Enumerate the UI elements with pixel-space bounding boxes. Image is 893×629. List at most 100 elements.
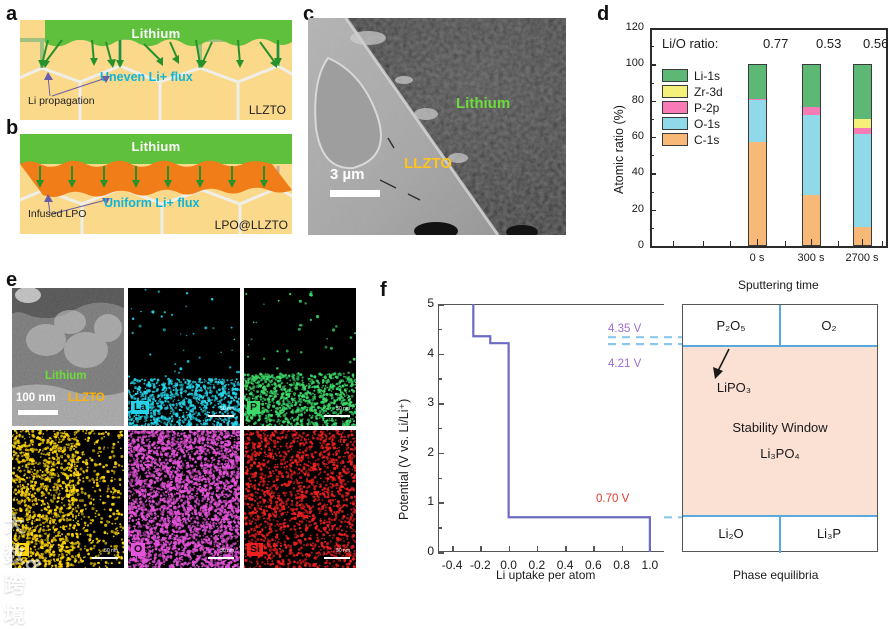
x-tick [862, 239, 863, 246]
phase-label-p2o5: P₂O₅ [716, 318, 745, 333]
panel-e-scalebar-label: 100 nm [16, 392, 56, 404]
panel-a-material-label: LLZTO [249, 103, 286, 117]
y-tick [650, 246, 656, 247]
x-minor-tick [785, 241, 786, 246]
panel-c-sem-image: Lithium LLZTO 3 µm [308, 18, 566, 235]
panel-c-material-label: LLZTO [404, 155, 452, 172]
phase-equilibria-caption: Phase equilibria [733, 568, 818, 582]
bar-segment-o-1s [854, 134, 871, 227]
panel-b-flux-label: Uniform Li+ flux [104, 196, 200, 210]
y-tick-label: 20 [618, 203, 644, 215]
eds-element-tag-si: Si [247, 543, 263, 556]
panel-f-y-tick-label: 3 [408, 395, 434, 409]
phase-cell-li3p: Li₃P [781, 515, 877, 551]
eds-map-si: Si 50 nm [244, 430, 356, 568]
stability-window-title: Stability Window [683, 417, 877, 437]
plot-top-border [650, 28, 888, 30]
y-tick [650, 173, 656, 174]
y-minor-tick [650, 228, 654, 229]
x-minor-tick [838, 241, 839, 246]
x-minor-tick [882, 241, 883, 246]
panel-e-scalebar [18, 410, 58, 415]
eds-map-haadf: Lithium 100 nm LLZTO [12, 288, 124, 426]
legend-swatch-zr-3d [662, 85, 688, 98]
plot-right-border [886, 28, 888, 246]
panel-f-x-axis-title: Li uptake per atom [496, 568, 595, 582]
panel-f-y-tick-label: 2 [408, 445, 434, 459]
legend-swatch-li-1s [662, 69, 688, 82]
eds-scalebar [92, 557, 118, 559]
panel-b-schematic: Lithium Infused LPO Uniform Li+ flux LPO… [20, 134, 292, 234]
eds-scalebar [208, 415, 234, 417]
panel-e-letter: e [6, 270, 17, 290]
panel-b-material-label: LPO@LLZTO [215, 218, 288, 232]
legend-label: P-2p [694, 101, 719, 115]
phase-cell-li2o: Li₂O [683, 515, 779, 551]
bar-segment-o-1s [749, 100, 766, 141]
eds-scalebar-label: 50 nm [336, 406, 350, 412]
y-minor-tick [650, 119, 654, 120]
legend-item: Li-1s [662, 68, 723, 83]
watermark-text: 大数跨境 [4, 509, 40, 629]
panel-f-y-tick-label: 4 [408, 346, 434, 360]
panel-d-legend: Li-1s Zr-3d P-2p O-1s C-1s [662, 68, 723, 148]
eds-scalebar [324, 557, 350, 559]
y-minor-tick [650, 192, 654, 193]
x-tick-label: 2700 s [832, 252, 892, 264]
y-minor-tick [650, 46, 654, 47]
panel-c-scalebar [330, 190, 380, 197]
eds-scalebar-label: 50 nm [220, 548, 234, 554]
x-tick [811, 239, 812, 246]
stability-window-formula: Li₃PO₄ [683, 443, 877, 463]
x-minor-tick [730, 241, 731, 246]
y-tick-label: 120 [618, 21, 644, 33]
eds-scalebar-label: 50 nm [336, 548, 350, 554]
panel-e-lithium-label: Lithium [45, 370, 87, 382]
panel-f-y-tick-label: 1 [408, 494, 434, 508]
panel-b-infused-label: Infused LPO [28, 208, 86, 220]
panel-b-lithium-label: Lithium [20, 139, 292, 154]
bar-segment-li-1s [803, 65, 820, 106]
legend-label: Li-1s [694, 69, 720, 83]
legend-label: Zr-3d [694, 85, 723, 99]
eds-scalebar-label: 50 nm [104, 548, 118, 554]
panel-f-y-tick-label: 5 [408, 296, 434, 310]
li-o-ratio-label: Li/O ratio: [662, 36, 718, 51]
panel-a-schematic: Lithium Uneven Li+ flux Li propagation [20, 20, 292, 120]
x-axis-line [650, 246, 888, 248]
eds-element-tag-o: O [131, 543, 145, 556]
lipo3-arrow [705, 347, 745, 381]
y-minor-tick [650, 155, 654, 156]
panel-a-propagation-label: Li propagation [28, 95, 95, 107]
phase-label-li3p: Li₃P [817, 526, 841, 541]
y-tick-label: 100 [618, 57, 644, 69]
panel-f-x-tick-label: 1.0 [625, 558, 675, 572]
panel-e-material-label: LLZTO [68, 392, 105, 404]
bar-segment-c-1s [749, 142, 766, 245]
eds-scalebar [324, 415, 350, 417]
bar-segment-li-1s [854, 65, 871, 119]
x-minor-tick [703, 241, 704, 246]
table-row [853, 64, 872, 246]
x-tick-label: 0 s [727, 252, 787, 264]
bar-segment-zr-3d [854, 119, 871, 128]
li-o-ratio-value-0: 0.77 [763, 36, 788, 51]
panel-f-y-tick-label: 0 [408, 544, 434, 558]
li3po4-text: Li₃PO₄ [760, 446, 800, 461]
y-tick-label: 80 [618, 94, 644, 106]
phase-cell-p2o5: P₂O₅ [683, 305, 779, 345]
bar-segment-c-1s [803, 195, 820, 245]
y-minor-tick [650, 83, 654, 84]
legend-label: C-1s [694, 133, 719, 147]
eds-scalebar [208, 557, 234, 559]
bar-segment-o-1s [803, 115, 820, 195]
eds-scalebar-label: 50 nm [220, 406, 234, 412]
legend-label: O-1s [694, 117, 720, 131]
legend-item: Zr-3d [662, 84, 723, 99]
y-tick [650, 28, 656, 29]
legend-item: O-1s [662, 116, 723, 131]
